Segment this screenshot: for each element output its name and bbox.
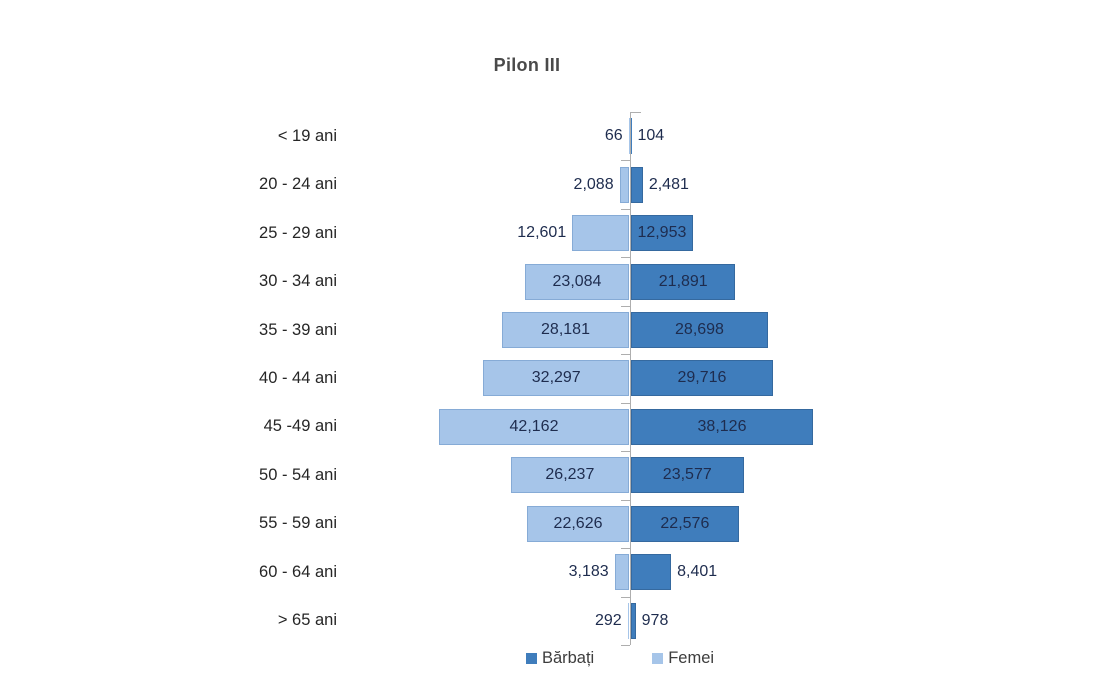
barbati-bar: [631, 360, 773, 397]
femei-value-label: 2,088: [573, 175, 614, 193]
axis-tick: [621, 160, 630, 162]
barbati-bar: [631, 554, 672, 591]
pyramid-row: 60 - 64 ani 3,183 8,401: [0, 548, 1107, 596]
axis-tick: [621, 451, 630, 453]
femei-value-label: 12,601: [517, 224, 567, 242]
category-label: 20 - 24 ani: [259, 175, 337, 194]
legend-label-femei: Femei: [668, 649, 715, 667]
legend-label-barbati: Bărbați: [541, 649, 595, 667]
category-label: 60 - 64 ani: [259, 562, 337, 581]
category-label: < 19 ani: [277, 126, 337, 145]
category-label: 55 - 59 ani: [259, 514, 337, 533]
axis-tick: [621, 548, 630, 550]
barbati-value-label: 38,126: [697, 417, 747, 435]
femei-bar: [524, 263, 629, 300]
legend-item-barbati: Bărbați: [525, 649, 595, 668]
axis-tick: [630, 112, 641, 113]
pyramid-row: 25 - 29 ani 12,601 12,953: [0, 209, 1107, 257]
femei-bar: [527, 505, 629, 542]
femei-bar: [619, 166, 629, 203]
category-label: 40 - 44 ani: [259, 368, 337, 387]
femei-bar: [439, 408, 629, 445]
axis-tick: [621, 257, 630, 259]
barbati-value-label: 8,401: [677, 563, 718, 581]
axis-tick: [621, 499, 630, 501]
barbati-value-label: 22,576: [660, 514, 710, 532]
pyramid-row: < 19 ani 66 104: [0, 112, 1107, 160]
chart-title: Pilon III: [493, 55, 561, 75]
category-axis-line: [630, 112, 631, 645]
femei-bar: [510, 457, 629, 494]
barbati-bar: [631, 312, 768, 349]
pyramid-row: 55 - 59 ani 22,626 22,576: [0, 500, 1107, 548]
barbati-bar: [631, 408, 813, 445]
axis-tick: [621, 402, 630, 404]
axis-tick: [621, 644, 630, 646]
pyramid-row: 45 -49 ani 42,162 38,126: [0, 403, 1107, 451]
pyramid-row: 30 - 34 ani 23,084 21,891: [0, 257, 1107, 305]
axis-tick: [621, 208, 630, 210]
femei-value-label: 3,183: [568, 563, 609, 581]
pyramid-row: 50 - 54 ani 26,237 23,577: [0, 451, 1107, 499]
barbati-bar: [631, 215, 693, 252]
category-label: 25 - 29 ani: [259, 223, 337, 242]
pyramid-row: 20 - 24 ani 2,088 2,481: [0, 160, 1107, 208]
barbati-value-label: 29,716: [677, 369, 727, 387]
category-label: > 65 ani: [277, 611, 337, 630]
femei-value-label: 28,181: [541, 321, 590, 339]
femei-value-label: 32,297: [531, 369, 581, 387]
femei-value-label: 22,626: [553, 514, 603, 532]
barbati-value-label: 2,481: [648, 175, 689, 193]
pyramid-row: 40 - 44 ani 32,297 29,716: [0, 354, 1107, 402]
femei-value-label: 42,162: [509, 417, 559, 435]
category-label: 35 - 39 ani: [259, 320, 337, 339]
barbati-bar: [631, 166, 643, 203]
barbati-bar: [631, 602, 636, 639]
barbati-value-label: 104: [637, 127, 665, 145]
barbati-value-label: 21,891: [658, 272, 708, 290]
legend: Bărbați Femei: [400, 649, 840, 668]
pyramid-row: > 65 ani 292 978: [0, 597, 1107, 645]
axis-tick: [621, 596, 630, 598]
femei-value-label: 292: [594, 611, 622, 629]
category-label: 30 - 34 ani: [259, 272, 337, 291]
barbati-bar: [631, 263, 736, 300]
pyramid-row: 35 - 39 ani 28,181 28,698: [0, 306, 1107, 354]
femei-bar: [614, 554, 629, 591]
femei-bar: [627, 602, 629, 639]
barbati-value-label: 978: [641, 611, 669, 629]
barbati-value-label: 23,577: [662, 466, 712, 484]
barbati-value-label: 12,953: [637, 224, 687, 242]
barbati-bar: [631, 505, 739, 542]
barbati-bar: [631, 457, 744, 494]
legend-item-femei: Femei: [652, 649, 714, 668]
femei-bar: [502, 312, 629, 349]
femei-value-label: 23,084: [552, 272, 602, 290]
femei-bar: [572, 215, 629, 252]
femei-swatch-icon: [652, 653, 664, 664]
category-label: 45 -49 ani: [263, 417, 337, 436]
femei-bar: [483, 360, 629, 397]
axis-tick: [621, 354, 630, 356]
femei-value-label: 66: [604, 127, 623, 145]
axis-tick: [621, 305, 630, 307]
category-label: 50 - 54 ani: [259, 465, 337, 484]
femei-value-label: 26,237: [545, 466, 595, 484]
barbati-swatch-icon: [525, 653, 537, 664]
barbati-value-label: 28,698: [675, 321, 724, 339]
